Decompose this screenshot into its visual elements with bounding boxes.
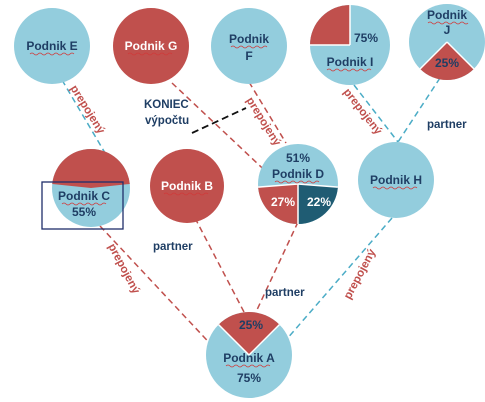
edge-label-e-c: prepojený xyxy=(67,83,107,136)
node-podnik-h: Podnik H xyxy=(358,142,434,218)
node-i-pct: 75% xyxy=(354,31,378,45)
edge-label-j-h: partner xyxy=(427,119,467,131)
edge-h-a xyxy=(285,217,393,341)
edge-g-d xyxy=(171,82,276,181)
annotation-vypoctu: výpočtu xyxy=(145,115,189,127)
node-i-label: Podnik I xyxy=(327,55,374,69)
node-f-label-line1: Podnik xyxy=(229,32,269,46)
edge-label-b-a: partner xyxy=(153,241,193,253)
node-b-label: Podnik B xyxy=(161,179,213,193)
edge-d-a xyxy=(255,221,299,313)
node-d-red-slice xyxy=(258,184,298,224)
node-c-highlight-box xyxy=(41,181,124,230)
node-d-pct-top: 51% xyxy=(286,151,310,165)
node-podnik-e: Podnik E xyxy=(14,8,90,84)
node-podnik-b: Podnik B xyxy=(150,149,224,223)
edge-label-c-a: prepojený xyxy=(105,242,142,297)
edge-e-c xyxy=(61,79,109,159)
node-a-label: Podnik A xyxy=(223,351,275,365)
node-i-red-slice xyxy=(310,5,350,45)
node-podnik-d: 51% Podnik D 27% 22% xyxy=(258,144,338,224)
node-d-pct-red: 27% xyxy=(271,195,295,209)
edge-label-f-d: prepojený xyxy=(243,95,283,148)
node-j-label-line2: J xyxy=(444,23,451,37)
edge-label-d-a: partner xyxy=(265,287,305,299)
edge-i-h xyxy=(353,84,399,143)
node-j-red-slice xyxy=(420,42,474,81)
node-podnik-a: 25% Podnik A 75% xyxy=(206,312,292,398)
node-d-label: Podnik D xyxy=(272,167,324,181)
node-a-pct-bottom: 75% xyxy=(237,371,261,385)
node-j-pct: 25% xyxy=(435,56,459,70)
edge-label-h-a: prepojený xyxy=(342,247,379,302)
node-a-pct-top: 25% xyxy=(239,318,263,332)
node-d-pct-dark: 22% xyxy=(307,195,331,209)
edge-label-i-h: prepojený xyxy=(341,86,385,137)
node-d-dark-slice xyxy=(298,184,338,224)
node-c-pct: 55% xyxy=(72,205,96,219)
edge-c-a xyxy=(99,225,219,353)
node-f-label-line2: F xyxy=(245,49,252,63)
node-podnik-i: 75% Podnik I xyxy=(310,5,390,85)
node-c-red-slice xyxy=(52,148,130,188)
edge-f-d xyxy=(248,81,287,144)
node-podnik-f: Podnik F xyxy=(211,8,287,84)
edge-b-a xyxy=(194,217,245,313)
node-podnik-j: Podnik J 25% xyxy=(409,4,485,81)
node-h-label: Podnik H xyxy=(370,173,422,187)
node-e-label: Podnik E xyxy=(26,39,77,53)
edge-j-h xyxy=(397,77,441,143)
edge-koniec-marker xyxy=(191,107,247,134)
node-g-label: Podnik G xyxy=(125,39,178,53)
node-j-label-line1: Podnik xyxy=(427,8,467,22)
node-podnik-c: Podnik C 55% xyxy=(41,148,130,230)
node-c-label: Podnik C xyxy=(58,189,110,203)
annotation-koniec: KONIEC xyxy=(144,99,189,111)
node-podnik-g: Podnik G xyxy=(113,8,189,84)
node-a-red-slice xyxy=(218,312,280,355)
